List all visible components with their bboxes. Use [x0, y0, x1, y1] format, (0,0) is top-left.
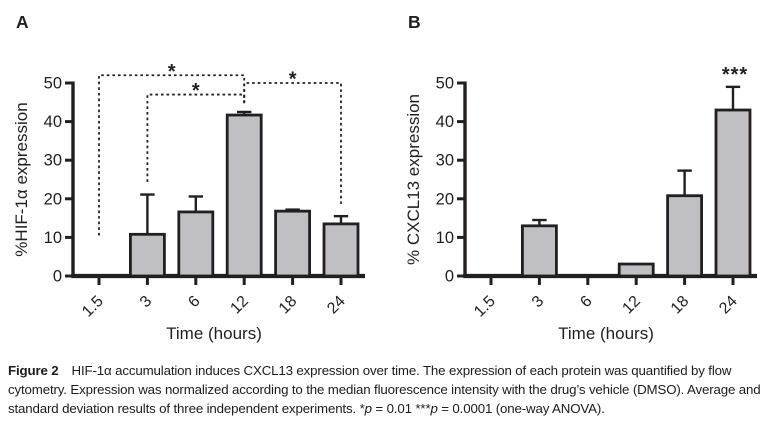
chart-b-bar-plot: 0 10 20 30 40 50 1.5 3 6 12 18 24 *** Time (hours) % C…: [404, 64, 757, 343]
y-tick-label: 30: [436, 152, 454, 170]
x-tick-label: 6: [185, 293, 203, 311]
bar-12: [225, 113, 263, 278]
figure-caption: Figure 2 HIF-1α accumulation induces CXCL…: [8, 361, 772, 418]
x-tick-label: 12: [619, 293, 644, 318]
caption-segment: ***: [415, 401, 431, 416]
y-tick-label: 50: [436, 75, 454, 93]
x-tick-label: 3: [137, 293, 155, 311]
x-tick-label: 3: [529, 293, 547, 311]
panel-b-label: B: [408, 12, 421, 32]
caption-segment: = 0.01: [371, 401, 416, 416]
x-tick-label: 1.5: [79, 293, 107, 321]
chart-a-bar-plot: 0 10 20 30 40 50 1.5 3 6 12 18 24 * * * Time (hours) %HI…: [12, 61, 365, 343]
y-tick-label: 10: [44, 229, 62, 247]
x-tick-label: 24: [324, 293, 349, 318]
x-tick-label: 12: [227, 293, 252, 318]
significance-star: *: [168, 61, 176, 83]
caption-segment: p: [430, 401, 438, 416]
panel-a-label: A: [16, 12, 29, 32]
bar-6: [177, 210, 215, 278]
x-axis-title: Time (hours): [558, 324, 654, 343]
y-tick-label: 20: [436, 190, 454, 208]
bar-12: [617, 262, 655, 278]
bar-18: [666, 194, 704, 278]
bar-3: [520, 224, 558, 278]
y-axis-title: % CXCL13 expression: [404, 94, 423, 265]
x-tick-label: 18: [668, 293, 693, 318]
y-tick-label: 10: [436, 229, 454, 247]
caption-segment: *: [359, 401, 365, 416]
x-axis-title: Time (hours): [166, 324, 262, 343]
bar-24: [714, 108, 752, 278]
significance-bracket: [243, 82, 342, 207]
bar-24: [322, 222, 360, 278]
significance-star: *: [192, 80, 200, 102]
y-tick-label: 40: [436, 113, 454, 131]
y-axis-title: %HIF-1α expression: [12, 102, 31, 256]
significance-star: ***: [722, 64, 748, 86]
x-tick-label: 6: [577, 293, 595, 311]
x-tick-label: 24: [716, 293, 741, 318]
y-tick-label: 20: [44, 190, 62, 208]
y-tick-label: 30: [44, 152, 62, 170]
y-tick-label: 0: [445, 268, 454, 286]
y-tick-label: 0: [53, 268, 62, 286]
significance-star: *: [289, 69, 297, 91]
caption-segment: p: [364, 401, 372, 416]
caption-segment: = 0.0001 (one-way ANOVA).: [437, 401, 605, 416]
y-tick-label: 40: [44, 113, 62, 131]
bar-3: [128, 232, 166, 278]
y-tick-label: 50: [44, 75, 62, 93]
caption-segment: Figure 2: [8, 363, 59, 378]
bar-18: [274, 209, 312, 278]
x-tick-label: 18: [276, 293, 301, 318]
caption-segment: HIF-1α accumulation induces CXCL13 expre…: [8, 363, 761, 416]
x-tick-label: 1.5: [471, 293, 499, 321]
significance-bracket: [98, 74, 246, 236]
significance-bracket: [146, 93, 246, 182]
